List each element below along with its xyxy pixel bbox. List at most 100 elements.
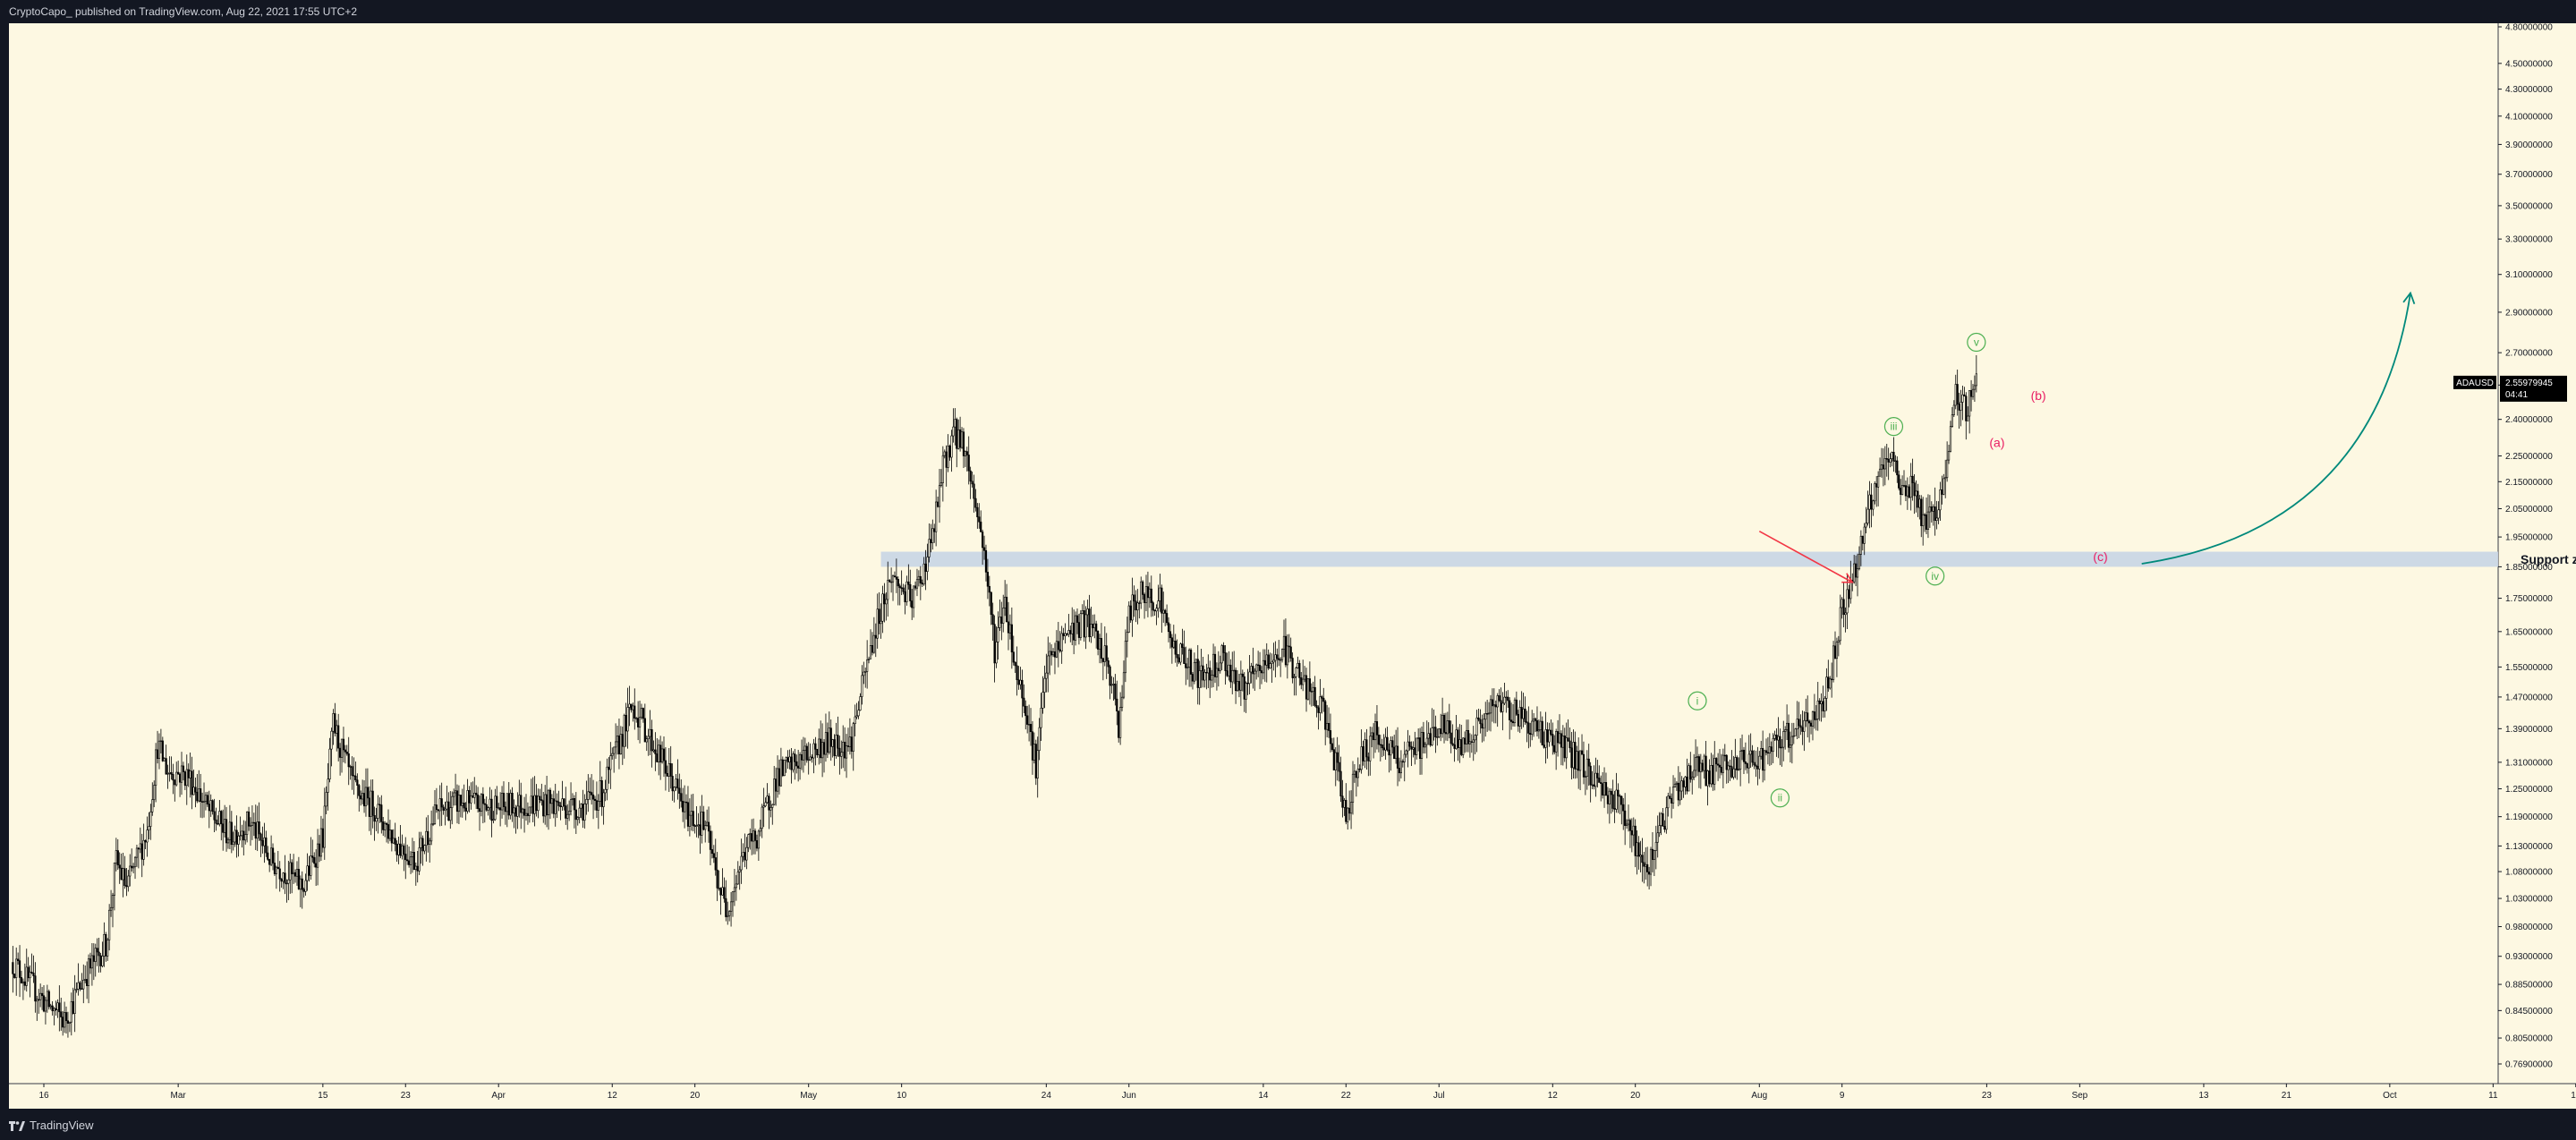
candle-body: [1755, 764, 1757, 767]
candle-body: [476, 794, 480, 809]
candle-body: [1081, 609, 1084, 614]
candle-body: [1756, 766, 1759, 770]
candle-body: [704, 825, 707, 830]
candle-body: [686, 802, 690, 827]
price-tick-label: 3.50000000: [2505, 201, 2553, 211]
candle-body: [990, 591, 992, 616]
candle-body: [1524, 708, 1526, 722]
price-tick-label: 1.65000000: [2505, 627, 2553, 637]
candle-body: [913, 585, 915, 608]
candle-body: [993, 624, 996, 664]
candle-body: [1092, 624, 1094, 629]
candle-body: [42, 995, 46, 1012]
candle-body: [1109, 666, 1111, 686]
candle-body: [1918, 498, 1921, 508]
price-tick-label: 3.70000000: [2505, 170, 2553, 180]
candle-body: [995, 642, 998, 664]
candle-body: [599, 780, 601, 802]
candle-body: [1119, 707, 1122, 738]
candle-body: [151, 799, 154, 812]
candle-body: [1041, 692, 1044, 709]
candle-body: [209, 800, 212, 812]
candle-body: [786, 757, 789, 762]
candle-body: [1553, 744, 1556, 753]
candle-body: [29, 971, 31, 979]
candle-body: [1424, 744, 1426, 748]
candle-body: [1492, 704, 1495, 707]
candle-body: [1896, 460, 1899, 476]
candle-body: [533, 795, 536, 814]
candle-body: [1280, 649, 1284, 660]
candle-body: [568, 811, 571, 815]
candle-body: [406, 859, 409, 862]
candle-body: [325, 792, 327, 807]
candle-body: [982, 547, 986, 551]
candle-body: [783, 760, 786, 777]
candle-body: [583, 804, 586, 821]
candle-body: [1706, 770, 1709, 787]
candle-body: [1889, 458, 1892, 463]
candle-body: [803, 745, 806, 751]
price-tick-label: 1.25000000: [2505, 785, 2553, 795]
candle-body: [820, 742, 824, 759]
candle-body: [1951, 414, 1954, 428]
candle-body: [662, 748, 666, 761]
candle-body: [470, 795, 472, 804]
candle-body: [633, 705, 636, 719]
candle-body: [1470, 741, 1473, 743]
candle-body: [1228, 664, 1230, 676]
candle-body: [182, 765, 185, 772]
candle-body: [1533, 718, 1535, 722]
candle-body: [310, 855, 312, 876]
time-axis[interactable]: 16 Mar 15 23 Apr 12 20 May 10 24 Jun 14 22 Jul 12 20 Aug…: [38, 1084, 2576, 1101]
candle-body: [1663, 826, 1666, 830]
candle-body: [457, 795, 461, 812]
candle-body: [1510, 719, 1513, 722]
candle-body: [1500, 700, 1502, 712]
candle-body: [23, 981, 26, 986]
candle-body: [1736, 757, 1739, 770]
candle-body: [1848, 589, 1850, 600]
candle-body: [850, 736, 853, 752]
candle-body: [1679, 790, 1681, 801]
candle-body: [871, 645, 874, 653]
candle-body: [1725, 754, 1728, 770]
candle-body: [1855, 563, 1858, 578]
candle-body: [1675, 782, 1678, 785]
candle-body: [390, 829, 393, 844]
candle-body: [414, 865, 417, 870]
price-tick-label: 1.75000000: [2505, 594, 2553, 604]
candle-body: [1433, 727, 1435, 728]
candle-body: [1474, 735, 1476, 741]
candle-body: [399, 843, 402, 856]
candle-body: [766, 795, 769, 804]
candle-body: [1565, 737, 1568, 759]
price-tag-layer: ADAUSD 2.55979945 04:41: [2453, 375, 2567, 402]
candle-body: [731, 890, 735, 903]
candle-body: [1101, 658, 1104, 662]
candle-body: [1014, 661, 1016, 667]
candle-body: [1892, 452, 1895, 462]
candle-body: [380, 804, 383, 822]
candle-body: [1148, 588, 1151, 599]
candle-body: [1734, 757, 1737, 770]
tradingview-logo[interactable]: TradingView: [9, 1119, 94, 1132]
chart-area[interactable]: Support zone ($1.85-1.90) iiiiiiivv(a)(b…: [0, 23, 2576, 1109]
candle-body: [425, 830, 428, 846]
candle-body: [466, 789, 469, 812]
candle-body: [222, 823, 225, 833]
candle-body: [930, 539, 932, 543]
candle-body: [1591, 784, 1594, 787]
candle-body: [403, 845, 405, 855]
candle-body: [371, 790, 374, 816]
candle-body: [1377, 735, 1380, 745]
candle-body: [1129, 605, 1132, 621]
candle-body: [278, 868, 281, 880]
time-tick-label: 20: [1630, 1091, 1641, 1101]
candle-body: [506, 793, 508, 812]
candle-body: [94, 948, 97, 962]
candle-body: [578, 807, 581, 818]
candle-body: [514, 807, 517, 817]
candle-body: [468, 789, 471, 804]
candle-body: [1441, 714, 1444, 735]
